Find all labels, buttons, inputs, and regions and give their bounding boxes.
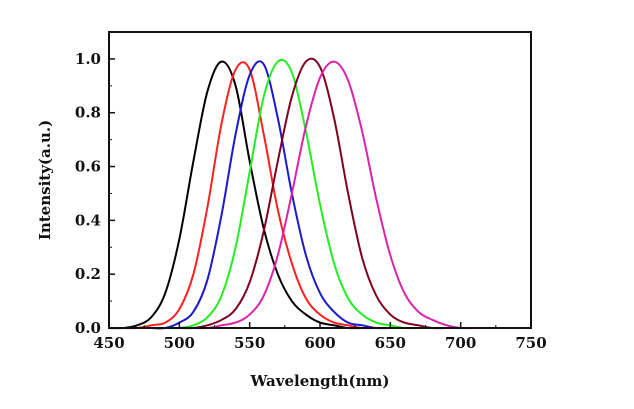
- y-tick-label: 1.0: [75, 50, 101, 68]
- y-tick-label: 0.4: [75, 211, 101, 229]
- x-tick-label: 450: [93, 334, 124, 352]
- x-axis: 450 500 550 600 650 700 750: [93, 322, 547, 352]
- series-line-5: [109, 57, 531, 330]
- x-axis-title: Wavelength(nm): [250, 372, 390, 390]
- series-line-6: [109, 60, 531, 330]
- series-line-4: [109, 58, 531, 330]
- series-line-2: [109, 61, 531, 330]
- x-tick-label: 700: [445, 334, 476, 352]
- series-line-1: [108, 60, 531, 330]
- y-axis: 0.0 0.2 0.4 0.6 0.8 1.0: [75, 50, 115, 337]
- x-tick-label: 650: [375, 334, 406, 352]
- y-tick-label: 0.8: [75, 104, 101, 122]
- x-tick-label: 500: [164, 334, 195, 352]
- x-tick-label: 600: [304, 334, 335, 352]
- x-tick-label: 550: [234, 334, 265, 352]
- y-axis-title: Intensity(a.u.): [36, 120, 54, 240]
- y-tick-label: 0.6: [75, 158, 101, 176]
- series-layer: [108, 57, 531, 330]
- x-tick-label: 750: [515, 334, 546, 352]
- y-tick-label: 0.2: [75, 265, 101, 283]
- y-tick-label: 0.0: [75, 319, 101, 337]
- series-line-3: [109, 60, 531, 330]
